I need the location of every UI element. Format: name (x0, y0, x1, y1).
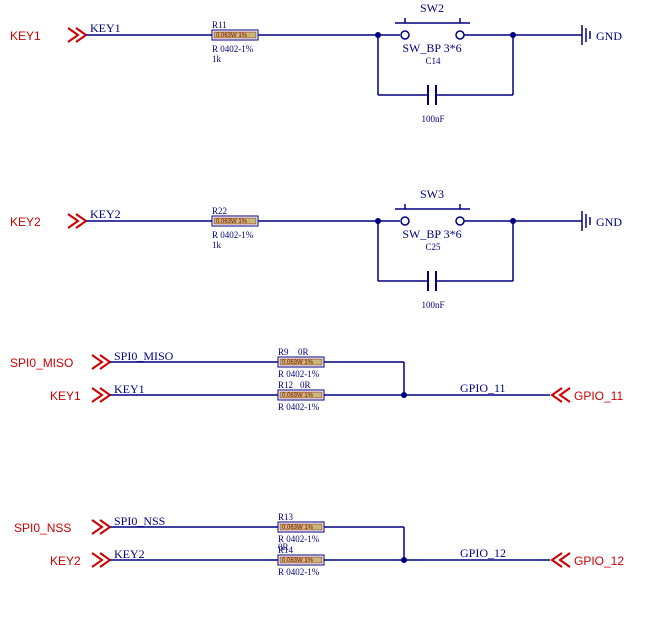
gpio11-net-label: GPIO_11 (460, 381, 506, 395)
sw2-switch: SW2 SW_BP 3*6 (378, 1, 513, 55)
key2-port-out: KEY2 (10, 214, 86, 229)
key2b-port-label: KEY2 (50, 554, 81, 568)
svg-text:0.063W 1%: 0.063W 1% (216, 219, 248, 225)
r12-footprint: R 0402-1% (278, 402, 320, 412)
r9-resistor: 0.063W 1% R9 0R R 0402-1% (278, 347, 324, 379)
spi0-nss-port-label: SPI0_NSS (14, 521, 71, 535)
svg-text:0.063W 1%: 0.063W 1% (282, 360, 314, 366)
gnd2-label: GND (596, 215, 622, 229)
gpio12-net-label: GPIO_12 (460, 546, 506, 560)
spi0-miso-port-label: SPI0_MISO (10, 356, 73, 370)
key2b-port: KEY2 (50, 553, 110, 568)
key1-port-out: KEY1 (10, 28, 86, 43)
r22-ref: R22 (212, 206, 227, 216)
spi0-nss-port: SPI0_NSS (14, 520, 110, 535)
gpio12-port: GPIO_12 (552, 553, 624, 568)
r14-footprint: R 0402-1% (278, 567, 320, 577)
r9-footprint: R 0402-1% (278, 369, 320, 379)
r9-ref: R9 (278, 347, 289, 357)
c14-ref: C14 (425, 56, 441, 66)
key1b-port-label: KEY1 (50, 389, 81, 403)
r12-resistor: 0.063W 1% R12 0R R 0402-1% (278, 380, 324, 412)
key2b-net-label: KEY2 (114, 547, 145, 561)
gpio12-port-label: GPIO_12 (574, 554, 624, 568)
sw2-ref: SW2 (420, 1, 444, 15)
r22-value: 1k (212, 240, 222, 250)
svg-text:0.063W 1%: 0.063W 1% (282, 525, 314, 531)
key1-net-label: KEY1 (90, 21, 121, 35)
c25-ref: C25 (425, 242, 441, 252)
spi0-nss-net-label: SPI0_NSS (114, 514, 165, 528)
key1b-net-label: KEY1 (114, 382, 145, 396)
r12-ref: R12 (278, 380, 293, 390)
r11-resistor: 0.063W 1% R11 R 0402-1% 1k (212, 20, 258, 64)
svg-text:0.063W 1%: 0.063W 1% (216, 33, 248, 39)
r12-value: 0R (300, 380, 311, 390)
gpio11-port: GPIO_11 (552, 388, 623, 403)
sw3-switch: SW3 SW_BP 3*6 (378, 187, 513, 241)
gnd2: GND (582, 211, 622, 231)
r11-value: 1k (212, 54, 222, 64)
svg-text:0.063W 1%: 0.063W 1% (282, 558, 314, 564)
c25-cap: C25 100nF (421, 242, 444, 310)
key2-net-label: KEY2 (90, 207, 121, 221)
svg-text:0.063W 1%: 0.063W 1% (282, 393, 314, 399)
key1b-port: KEY1 (50, 388, 110, 403)
spi0-miso-net-label: SPI0_MISO (114, 349, 174, 363)
gnd1-label: GND (596, 29, 622, 43)
c25-value: 100nF (421, 300, 444, 310)
r13-ref: R13 (278, 512, 294, 522)
r13-resistor: 0.063W 1% R13 R 0402-1% (278, 512, 324, 544)
r11-footprint: R 0402-1% (212, 44, 254, 54)
sw2-value: SW_BP 3*6 (402, 41, 461, 55)
r22-footprint: R 0402-1% (212, 230, 254, 240)
sw3-value: SW_BP 3*6 (402, 227, 461, 241)
mux2-circuit: SPI0_NSS SPI0_NSS 0.063W 1% R13 R 0402-1… (14, 512, 624, 577)
spi0-miso-port: SPI0_MISO (10, 355, 110, 370)
key2-circuit: KEY2 KEY2 0.063W 1% R22 R 0402-1% 1k SW3… (10, 187, 622, 310)
gpio11-port-label: GPIO_11 (574, 389, 623, 403)
key1-circuit: KEY1 KEY1 0.063W 1% R11 R 0402-1% 1k SW2… (10, 1, 622, 124)
mux1-circuit: SPI0_MISO SPI0_MISO 0.063W 1% R9 0R R 04… (10, 347, 623, 412)
r14-resistor: 0.063W 1% R14 0R R 0402-1% (278, 542, 324, 577)
sw3-ref: SW3 (420, 187, 444, 201)
key1-port-label: KEY1 (10, 29, 41, 43)
r22-resistor: 0.063W 1% R22 R 0402-1% 1k (212, 206, 258, 250)
r11-ref: R11 (212, 20, 227, 30)
c14-cap: C14 100nF (421, 56, 444, 124)
gnd1: GND (582, 25, 622, 45)
c14-value: 100nF (421, 114, 444, 124)
key2-port-label: KEY2 (10, 215, 41, 229)
r9-value: 0R (298, 347, 309, 357)
r14-value: 0R (278, 542, 289, 552)
